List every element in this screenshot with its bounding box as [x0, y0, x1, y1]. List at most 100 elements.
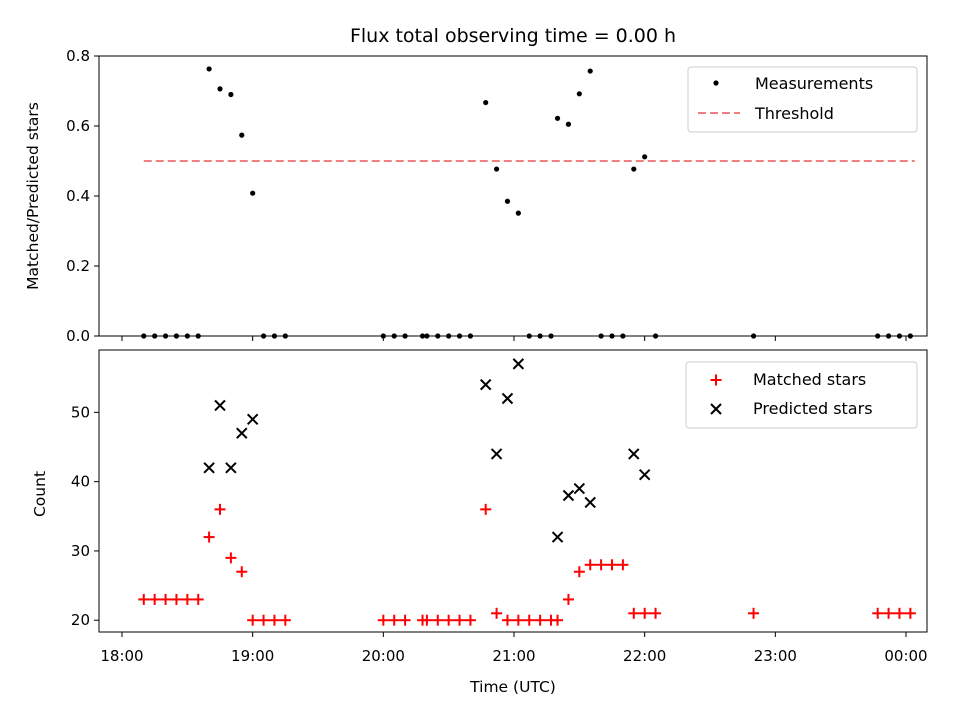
top-y-axis-label: Matched/Predicted stars: [24, 102, 42, 290]
predicted-point: [573, 482, 586, 495]
matched-point: [480, 503, 492, 515]
legend-threshold-label: Threshold: [754, 104, 834, 123]
measurement-point: [217, 86, 223, 92]
bottom-legend: Matched stars Predicted stars: [685, 361, 918, 429]
matched-point: [181, 593, 193, 605]
bottom-y-tick-label: 50: [71, 403, 90, 421]
bottom-axes-frame: [98, 349, 928, 633]
cross-stroke: [236, 427, 248, 439]
cross-stroke: [573, 482, 586, 495]
legend-measurements-label: Measurements: [755, 74, 873, 93]
predicted-point: [512, 358, 525, 370]
predicted-point: [501, 392, 514, 405]
bottom-x-tick-label: 19:00: [231, 647, 274, 665]
matched-point: [203, 531, 215, 543]
bottom-x-tick-label: 21:00: [492, 647, 535, 665]
predicted-point: [638, 469, 651, 481]
predicted-point: [551, 531, 564, 543]
predicted-point: [479, 378, 492, 391]
measurement-point: [493, 166, 500, 172]
matched-point: [904, 607, 916, 619]
matched-point: [595, 559, 607, 571]
matched-point: [628, 607, 640, 619]
matched-point: [247, 614, 259, 626]
cross-stroke: [246, 413, 259, 425]
bottom-x-axis: 18:00 19:00 20:00 21:00 22:00 23:00 00:00: [100, 632, 928, 665]
top-axes-frame: [98, 55, 928, 337]
bottom-x-axis-label: Time (UTC): [469, 678, 556, 696]
top-y-tick-label: 0.6: [66, 117, 90, 135]
bottom-x-tick-label: 00:00: [884, 647, 927, 665]
measurement-point: [504, 198, 511, 204]
top-y-tick-label: 0.2: [66, 257, 90, 275]
measurement-point: [239, 132, 245, 138]
measurement-point: [565, 121, 572, 127]
top-x-axis: [121, 336, 907, 341]
matched-point: [523, 614, 535, 626]
cross-stroke: [225, 462, 237, 474]
matched-point: [639, 607, 651, 619]
matched-point: [606, 559, 618, 571]
cross-stroke: [512, 358, 525, 370]
matched-point: [268, 614, 280, 626]
matched-point: [501, 614, 513, 626]
top-legend-box: [687, 66, 918, 133]
legend-predicted-marker: [710, 403, 722, 415]
measurement-point: [631, 166, 637, 172]
matched-point: [893, 607, 905, 619]
matched-point: [225, 552, 237, 564]
bottom-x-tick-label: 22:00: [623, 647, 666, 665]
matched-point: [454, 614, 466, 626]
matched-point: [432, 614, 444, 626]
predicted-point: [628, 448, 640, 460]
bottom-y-tick-label: 30: [71, 542, 90, 560]
cross-stroke: [490, 448, 503, 460]
measurement-point: [515, 210, 521, 216]
measurement-point: [483, 99, 489, 106]
matched-point: [883, 607, 895, 619]
top-legend: Measurements Threshold: [687, 66, 918, 133]
predicted-point: [214, 399, 226, 412]
legend-matched-label: Matched stars: [753, 370, 866, 389]
matched-point: [236, 566, 248, 578]
legend-predicted-label: Predicted stars: [753, 399, 873, 418]
matched-point: [534, 614, 546, 626]
measurement-point: [228, 91, 234, 98]
top-y-tick-label: 0.4: [66, 187, 90, 205]
matched-point: [464, 614, 476, 626]
matched-point: [399, 614, 411, 626]
matched-point: [512, 614, 524, 626]
predicted-point: [246, 413, 259, 425]
cross-stroke: [203, 462, 215, 474]
matched-point: [377, 614, 389, 626]
predicted-point: [490, 448, 503, 460]
matched-point: [748, 607, 760, 619]
legend-measurements-marker: [713, 80, 719, 86]
cross-stroke: [584, 496, 596, 509]
top-panel: Flux total observing time = 0.00 h 0.00.…: [24, 25, 928, 345]
measurement-point: [576, 91, 582, 97]
matched-point: [279, 614, 291, 626]
matched-point: [214, 503, 226, 515]
predicted-point: [584, 496, 596, 509]
cross-stroke: [638, 469, 651, 481]
matched-point: [160, 593, 172, 605]
cross-stroke: [628, 448, 640, 460]
measurement-point: [642, 154, 648, 160]
matched-point: [584, 559, 596, 571]
matched-point: [491, 607, 503, 619]
matched-point: [388, 614, 400, 626]
legend-cross-glyph: [710, 403, 722, 415]
top-y-axis: 0.0 0.2 0.4 0.6 0.8: [66, 47, 99, 345]
bottom-y-axis-label: Count: [31, 471, 49, 517]
matched-point: [552, 614, 564, 626]
matched-point: [192, 593, 204, 605]
bottom-y-tick-label: 40: [71, 473, 90, 491]
top-title: Flux total observing time = 0.00 h: [350, 25, 676, 47]
matched-point: [562, 593, 574, 605]
cross-stroke: [501, 392, 514, 405]
measurement-point: [554, 115, 561, 121]
matched-point: [138, 593, 150, 605]
matched-point: [170, 593, 182, 605]
matched-point: [149, 593, 161, 605]
